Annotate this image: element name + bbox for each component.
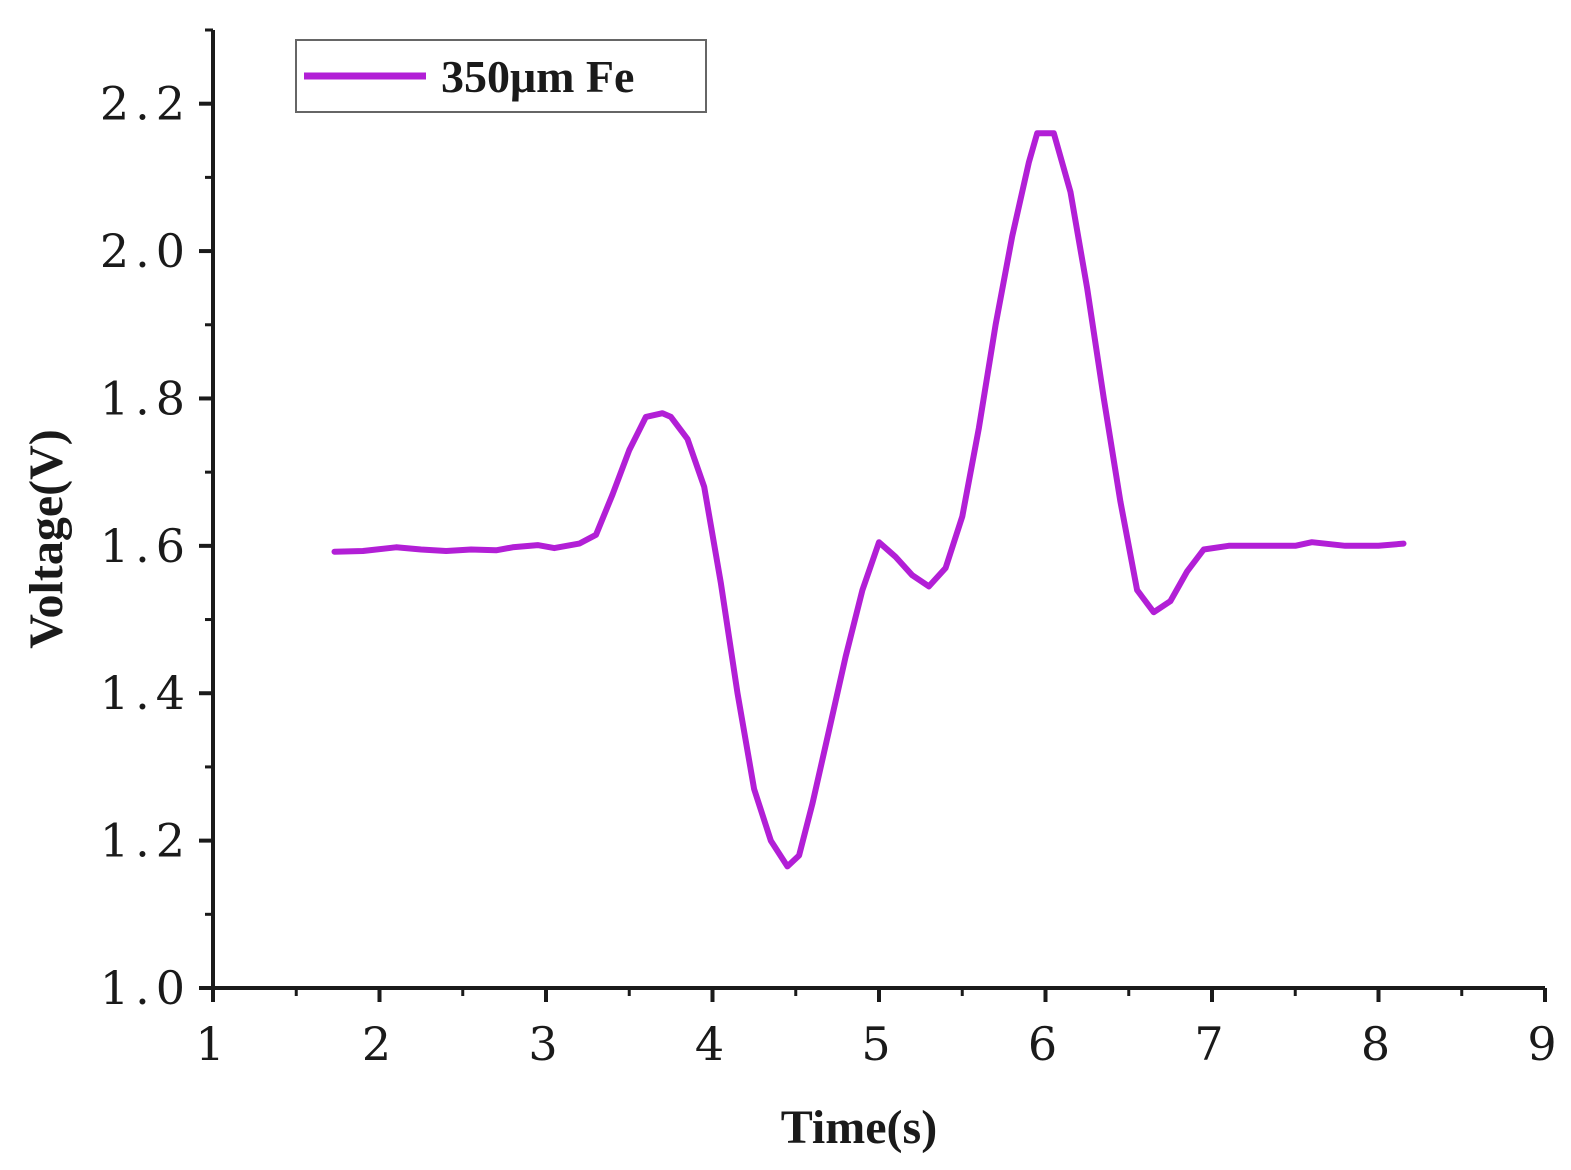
x-tick-label: 3 [528, 1017, 563, 1071]
x-tick-label: 6 [1028, 1017, 1063, 1071]
x-axis-title: Time(s) [781, 1101, 937, 1154]
x-tick-label: 5 [861, 1017, 896, 1071]
x-tick-label: 4 [695, 1017, 730, 1071]
y-tick-label: 1.4 [100, 666, 191, 720]
x-tick-label: 1 [195, 1017, 230, 1071]
legend-label: 350μm Fe [441, 51, 634, 102]
axes: 1 2 3 4 5 6 7 8 9 1.0 1.2 1.4 1.6 1.8 2.0 2.2 Time(s) Vol… [20, 28, 1562, 1154]
y-axis-title: Voltage(V) [20, 429, 73, 649]
y-tick-label: 1.0 [100, 961, 191, 1015]
y-tick-label: 1.2 [100, 814, 191, 868]
y-tick-label: 2.2 [100, 77, 191, 131]
series-line-0 [331, 130, 1407, 870]
y-tick-label: 1.8 [100, 371, 191, 425]
y-tick-label: 2.0 [100, 224, 191, 278]
x-tick-label: 8 [1361, 1017, 1396, 1071]
series-layer [331, 130, 1407, 870]
x-tick-label: 7 [1194, 1017, 1229, 1071]
legend: 350μm Fe [295, 39, 707, 113]
y-tick-label: 1.6 [100, 519, 191, 573]
x-tick-label: 9 [1527, 1017, 1562, 1071]
x-tick-label: 2 [362, 1017, 397, 1071]
